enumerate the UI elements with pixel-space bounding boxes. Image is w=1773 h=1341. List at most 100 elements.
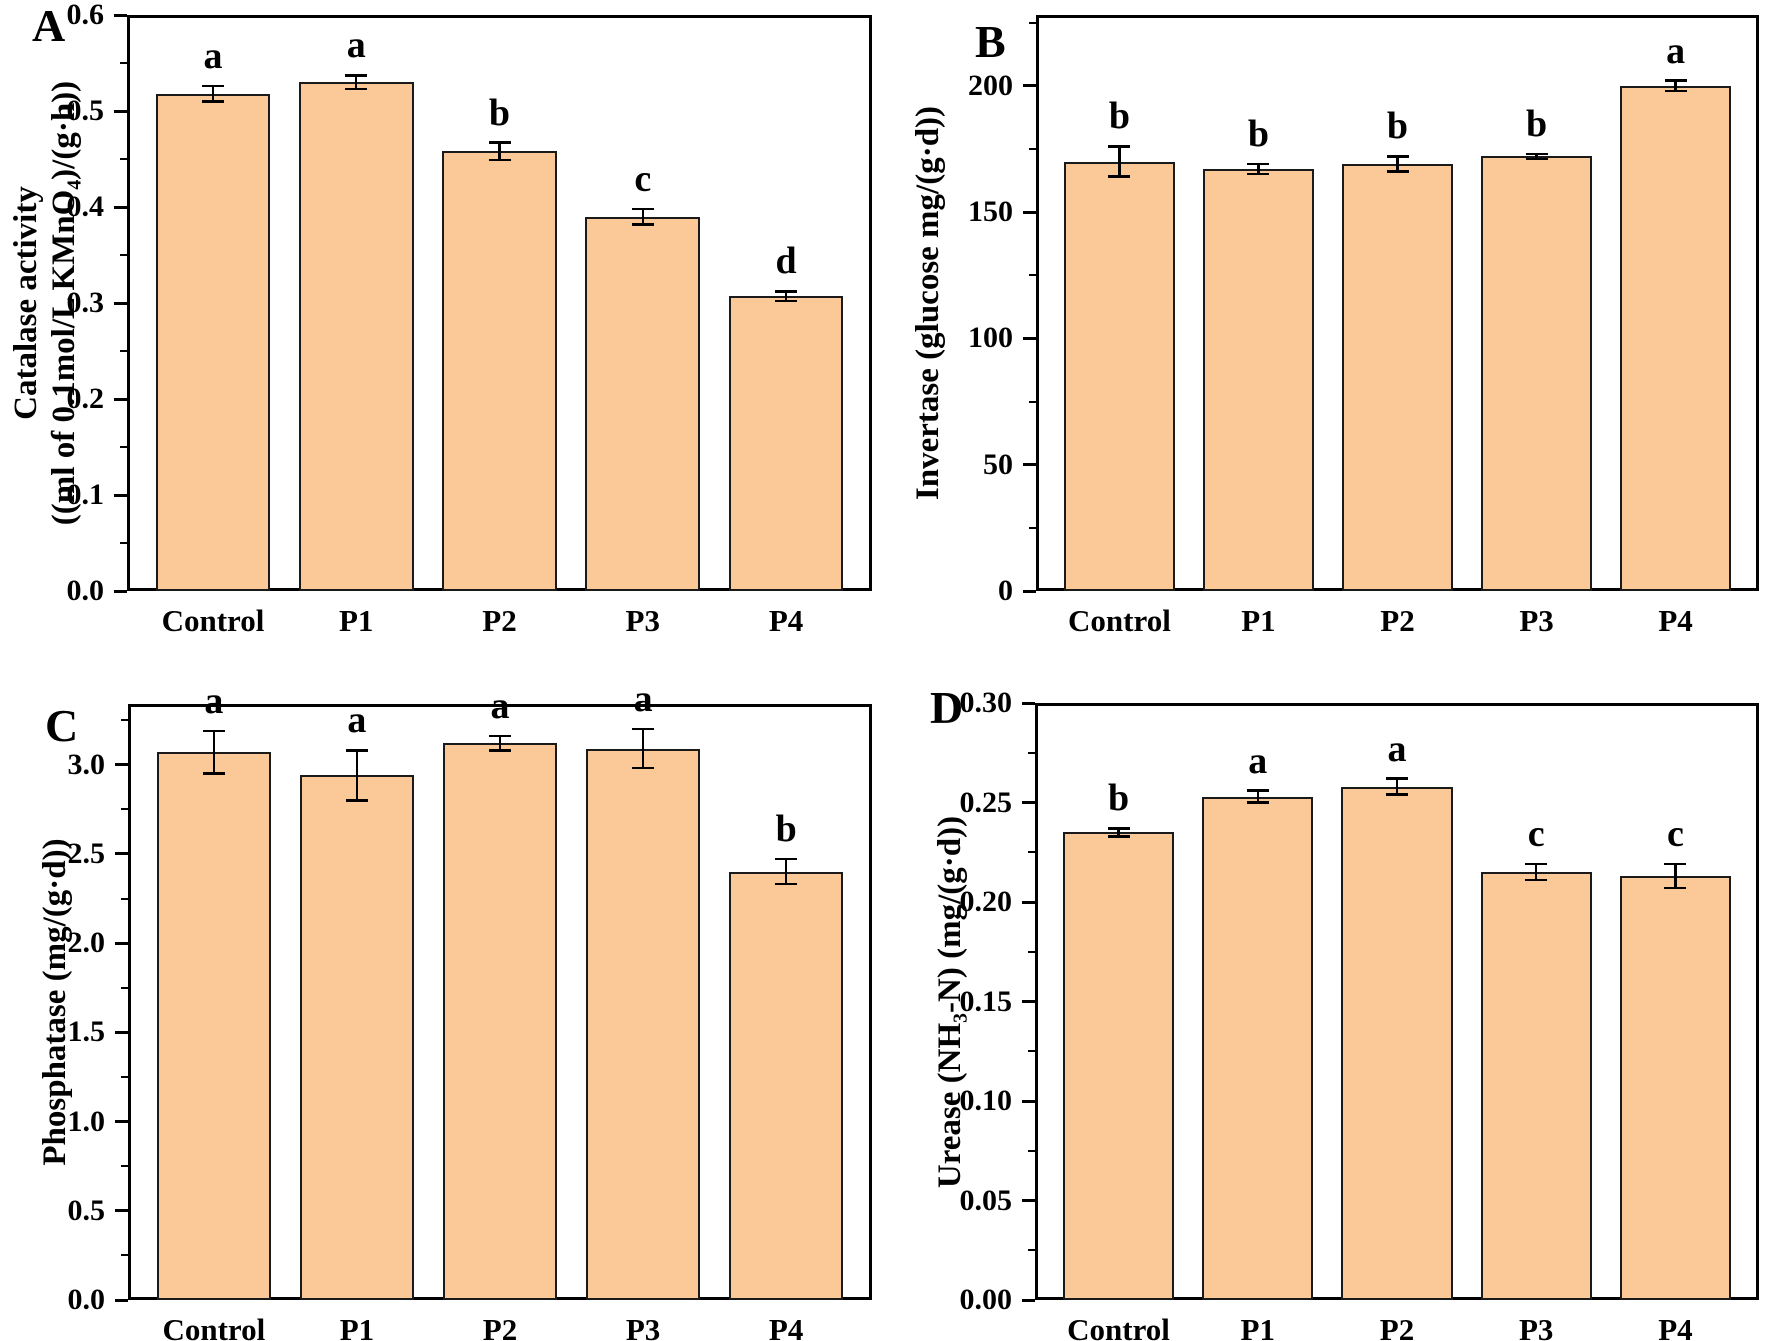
data-bar-p2 — [442, 743, 558, 1300]
y-tick-label: 1.5 — [67, 1015, 106, 1049]
data-bar-p3 — [1480, 872, 1592, 1300]
significance-letter: a — [1387, 727, 1407, 770]
error-bar-line — [1535, 153, 1538, 159]
error-bar-cap — [488, 141, 511, 144]
y-tick-label: 100 — [968, 321, 1013, 355]
y-major-tick — [1022, 801, 1035, 804]
y-minor-tick — [120, 158, 127, 160]
significance-letter: a — [346, 24, 366, 67]
y-major-tick — [1023, 84, 1036, 88]
y-minor-tick — [121, 1254, 128, 1257]
y-minor-tick — [120, 62, 127, 64]
y-axis-title-line: Invertase (glucose mg/(g·d)) — [910, 105, 946, 501]
x-tick-label-p2: P2 — [482, 1312, 518, 1341]
y-tick-label: 0.30 — [959, 686, 1013, 719]
data-bar-p2 — [1341, 786, 1453, 1300]
y-major-tick — [1023, 210, 1036, 214]
significance-letter: c — [1667, 813, 1684, 856]
error-bar-cap — [1525, 862, 1548, 866]
y-major-tick — [1023, 589, 1036, 593]
error-bar-line — [1395, 778, 1399, 795]
y-major-tick — [1022, 1199, 1035, 1202]
error-bar-cap — [631, 223, 654, 226]
y-tick-label: 0.3 — [66, 286, 105, 319]
y-minor-tick — [1029, 21, 1036, 24]
data-bar-p4 — [728, 871, 844, 1300]
error-bar-cap — [202, 729, 225, 733]
y-minor-tick — [1029, 274, 1036, 277]
chart-panel-d: 0.00 0.05 0.10 0.15 0.20 0.25 0.30 b Control a P1 a… — [932, 686, 1759, 1341]
error-bar-line — [354, 75, 358, 89]
error-bar-cap — [1108, 175, 1131, 178]
y-major-tick — [1022, 900, 1035, 904]
significance-letter: a — [204, 679, 224, 722]
error-bar-cap — [775, 857, 798, 861]
panel-letter-a: A — [32, 0, 66, 51]
y-tick-label: 0.10 — [959, 1084, 1013, 1117]
data-bar-p1 — [299, 775, 415, 1300]
x-tick-label-p3: P3 — [1519, 603, 1554, 638]
y-axis-title: Urease (NH₃-N) (mg/(g·d)) — [905, 702, 995, 1302]
x-tick-label-p1: P1 — [339, 603, 374, 638]
error-bar-cap — [201, 100, 224, 103]
error-bar-cap — [1107, 835, 1130, 838]
x-tick-label-p4: P4 — [1658, 603, 1693, 638]
data-bar-p1 — [1202, 796, 1314, 1300]
y-minor-tick — [120, 350, 127, 352]
significance-letter: a — [490, 685, 510, 728]
error-bar-cap — [775, 299, 798, 303]
significance-letter: b — [1525, 102, 1548, 145]
x-tick-label-p1: P1 — [1240, 1312, 1275, 1341]
y-minor-tick — [121, 1075, 128, 1078]
data-bar-p4 — [1619, 85, 1732, 591]
significance-letter: b — [1247, 113, 1270, 156]
x-tick-label-p2: P2 — [1380, 603, 1415, 638]
x-tick-label-p1: P1 — [339, 1312, 375, 1341]
error-bar-line — [212, 730, 216, 774]
x-tick-label-control: Control — [1068, 603, 1171, 638]
error-bar-cap — [631, 207, 654, 211]
data-bar-control — [156, 752, 272, 1300]
y-tick-label: 0.00 — [959, 1283, 1013, 1316]
y-tick-label: 0.05 — [959, 1183, 1013, 1217]
error-bar-line — [1117, 828, 1120, 837]
error-bar-cap — [345, 87, 368, 91]
x-tick-label-p2: P2 — [1379, 1312, 1415, 1341]
significance-letter: a — [203, 35, 223, 78]
error-bar-line — [641, 728, 645, 769]
error-bar-cap — [1525, 157, 1548, 161]
y-minor-tick — [1029, 400, 1036, 403]
significance-letter: b — [488, 91, 511, 134]
y-tick-label: 2.0 — [67, 926, 106, 960]
y-tick-label: 0.15 — [959, 984, 1013, 1018]
y-tick-label: 0 — [998, 574, 1013, 607]
y-minor-tick — [121, 897, 128, 900]
error-bar-cap — [1525, 878, 1548, 882]
y-tick-label: 50 — [983, 447, 1013, 481]
y-minor-tick — [120, 254, 127, 256]
error-bar-cap — [1386, 793, 1408, 796]
y-major-tick — [114, 301, 127, 305]
y-minor-tick — [1028, 751, 1035, 754]
significance-letter: a — [633, 677, 653, 720]
error-bar-cap — [1664, 79, 1687, 82]
data-bar-p3 — [1480, 156, 1593, 591]
error-bar-cap — [1108, 145, 1131, 148]
error-bar-cap — [345, 74, 368, 77]
error-bar-line — [1534, 864, 1538, 881]
y-axis-title-line: Phosphatase (mg/(g·d)) — [37, 838, 73, 1166]
error-bar-line — [641, 208, 645, 225]
y-tick-label: 0.5 — [66, 94, 105, 127]
x-tick-label-p3: P3 — [625, 1312, 661, 1341]
x-tick-label-p3: P3 — [625, 603, 660, 638]
error-bar-cap — [1386, 155, 1409, 158]
data-bar-control — [1062, 832, 1175, 1300]
y-major-tick — [1022, 1000, 1035, 1003]
y-major-tick — [115, 1030, 128, 1034]
panel-letter-b: B — [975, 16, 1006, 67]
error-bar-cap — [632, 766, 655, 770]
significance-letter: c — [634, 157, 652, 200]
error-bar-cap — [632, 727, 655, 731]
error-bar-line — [1257, 164, 1260, 175]
